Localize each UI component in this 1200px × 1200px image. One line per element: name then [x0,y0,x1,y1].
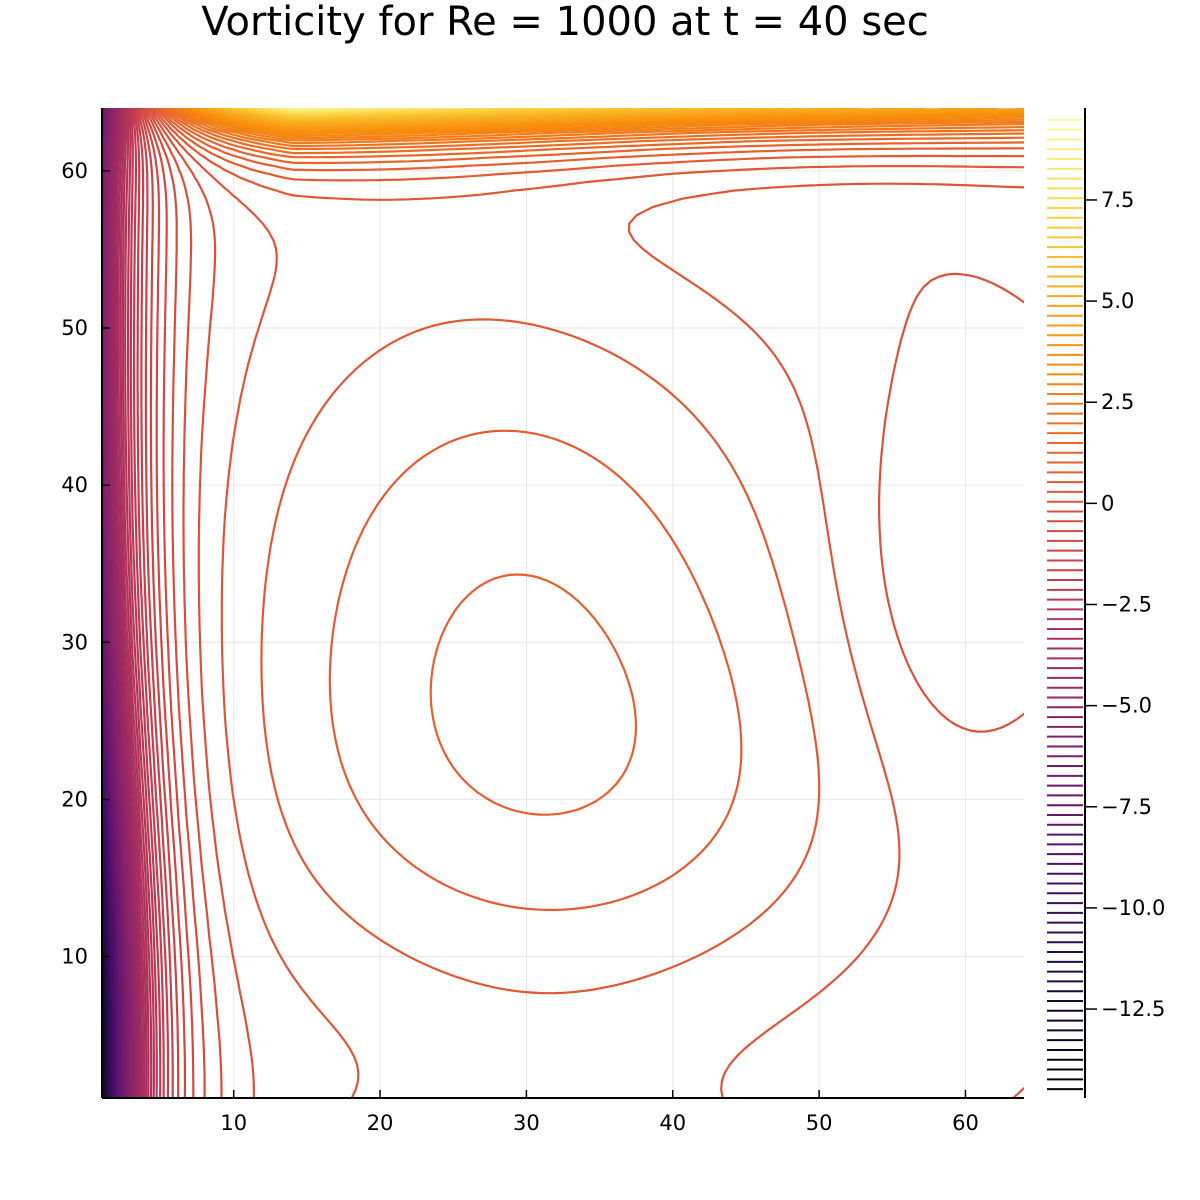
contour-level [142,108,195,1098]
colorbar: −12.5 −10.0 −7.5 −5.0 −2.5 0 2.5 5.0 7.5 [1047,108,1165,1098]
contour-level [180,108,1024,140]
contour-level [134,108,170,1098]
contour-level [165,108,1024,155]
colorbar-tick-label: −12.5 [1101,997,1165,1021]
contour-level [146,108,223,1098]
contour-level [111,108,140,1098]
contour-level [288,108,318,110]
contour-level [177,108,1024,142]
contour-level [102,108,131,1098]
contour-level [140,108,187,1098]
x-tick-label: 20 [367,1111,394,1135]
colorbar-tick-label: 5.0 [1101,289,1134,313]
contour-level [129,108,158,1098]
colorbar-tick-label: −10.0 [1101,896,1165,920]
contour-level [186,108,1024,135]
contour-level [168,108,1024,151]
colorbar-tick-label: 2.5 [1101,390,1134,414]
y-axis-ticks: 10 20 30 40 50 60 [61,159,110,969]
contour-level [104,108,132,1098]
contour-level [110,108,138,1098]
y-tick-label: 20 [61,787,88,811]
contour-level [127,108,155,1098]
contour-level [113,108,142,1098]
contour-level [115,108,144,1098]
contour-level [160,108,1024,165]
contour-level [190,108,1024,134]
contour-lines [102,108,1024,1098]
y-tick-label: 60 [61,159,88,183]
axes [101,108,1024,1099]
contour-level [124,108,153,1098]
colorbar-tick-label: −5.0 [1101,694,1152,718]
contour-level [193,108,1024,132]
contour-level [136,108,174,1098]
colorbar-tick-label: 7.5 [1101,188,1134,212]
contour-level [138,108,180,1098]
contour-level [155,108,1024,911]
x-tick-label: 10 [220,1111,247,1135]
x-tick-label: 30 [513,1111,540,1135]
contour-level [106,108,135,1098]
chart-title: Vorticity for Re = 1000 at t = 40 sec [201,0,929,45]
contour-level [105,108,133,1098]
contour-level [148,108,1024,1098]
grid-lines [102,108,1024,1098]
contour-level [204,108,999,127]
contour-level [119,108,148,1098]
contour-level [200,108,1024,129]
x-tick-label: 50 [806,1111,833,1135]
contour-level [108,108,137,1098]
contour-level [117,108,146,1098]
contour-level [197,108,1024,131]
contour-level [150,108,1024,1098]
y-tick-label: 50 [61,316,88,340]
y-tick-label: 40 [61,473,88,497]
y-tick-label: 10 [61,945,88,969]
contour-level [174,108,1024,145]
contour-level [157,108,1024,816]
x-tick-label: 60 [952,1111,979,1135]
contour-level [121,108,150,1098]
contour-level [132,108,165,1098]
contour-level [162,108,1024,159]
x-axis-ticks: 10 20 30 40 50 60 [220,1090,979,1135]
colorbar-tick-label: −7.5 [1101,795,1152,819]
contour-level [131,108,162,1098]
contour-level [171,108,1024,148]
y-tick-label: 30 [61,630,88,654]
contour-level [152,108,1024,995]
colorbar-tick-label: 0 [1101,491,1114,515]
x-tick-label: 40 [659,1111,686,1135]
colorbar-tick-label: −2.5 [1101,593,1152,617]
contour-level [183,108,1024,138]
contour-level [144,108,206,1098]
